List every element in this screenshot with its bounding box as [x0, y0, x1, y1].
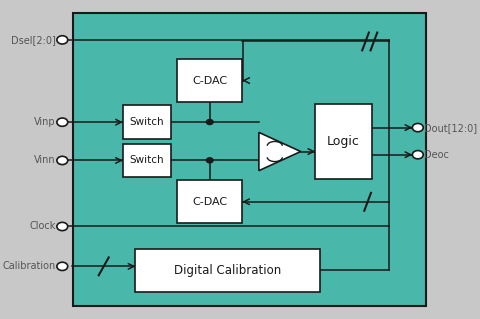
Text: C-DAC: C-DAC	[192, 76, 228, 85]
Circle shape	[57, 36, 68, 44]
Text: Dsel[2:0]: Dsel[2:0]	[11, 35, 56, 45]
Bar	[315, 104, 372, 179]
Text: Digital Calibration: Digital Calibration	[174, 264, 281, 277]
Bar	[123, 144, 171, 177]
Circle shape	[57, 222, 68, 231]
Text: C-DAC: C-DAC	[192, 197, 228, 207]
Polygon shape	[259, 132, 300, 171]
Text: Deoc: Deoc	[424, 150, 449, 160]
Circle shape	[206, 120, 213, 125]
Bar	[73, 13, 426, 306]
Bar	[177, 180, 242, 223]
Text: Switch: Switch	[130, 155, 164, 165]
Bar	[177, 59, 242, 102]
Circle shape	[412, 151, 423, 159]
Text: Calibration: Calibration	[3, 261, 56, 271]
Text: Logic: Logic	[327, 135, 360, 148]
Text: Switch: Switch	[130, 117, 164, 127]
Text: Clock: Clock	[30, 221, 56, 232]
Text: Vinp: Vinp	[35, 117, 56, 127]
Circle shape	[206, 158, 213, 163]
Bar	[123, 105, 171, 139]
Circle shape	[57, 156, 68, 165]
Text: Dout[12:0]: Dout[12:0]	[424, 122, 477, 133]
Circle shape	[57, 262, 68, 271]
Circle shape	[57, 118, 68, 126]
Circle shape	[412, 123, 423, 132]
Text: Vinn: Vinn	[35, 155, 56, 166]
Bar	[135, 249, 320, 292]
